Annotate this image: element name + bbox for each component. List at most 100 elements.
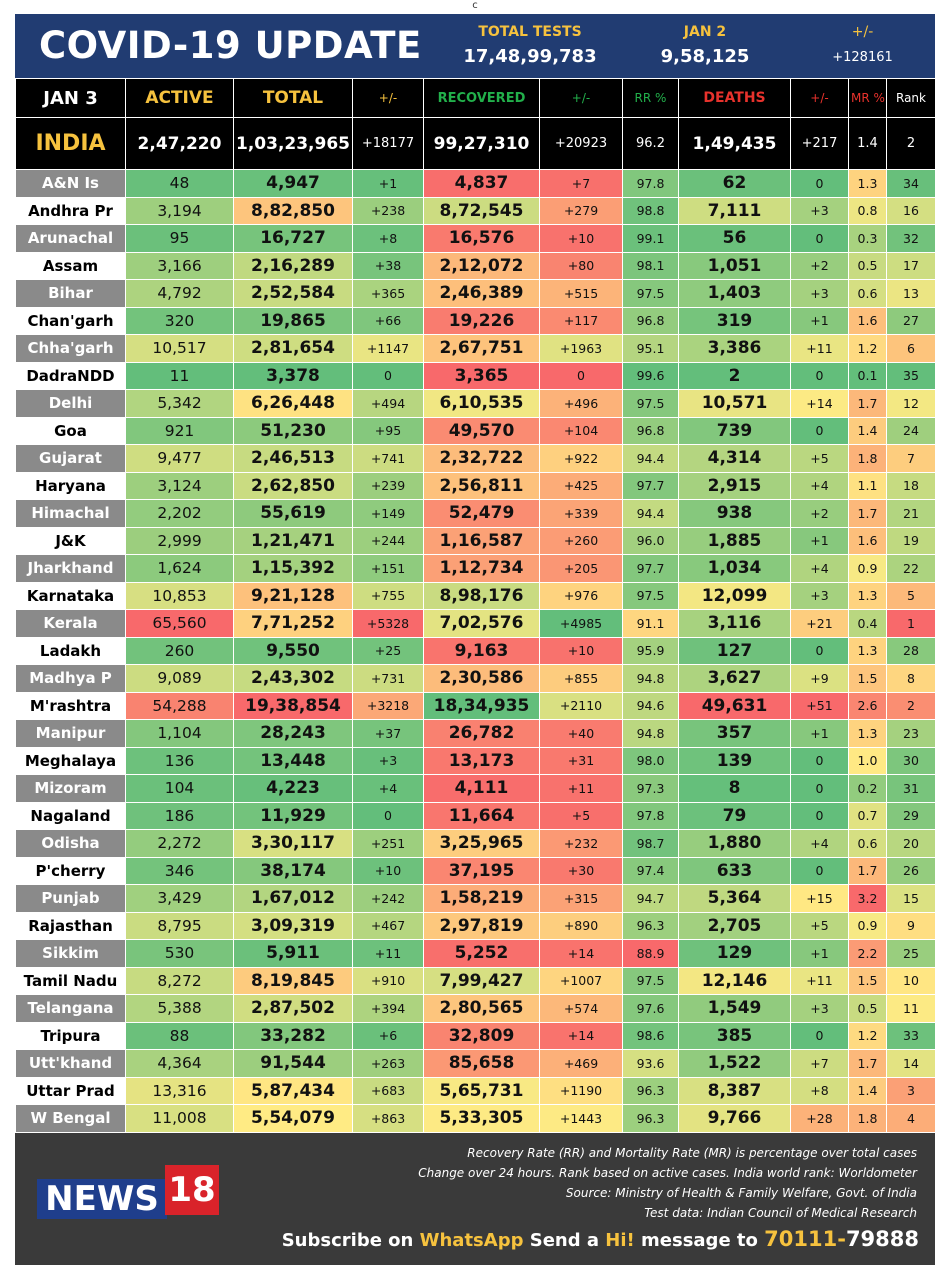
state-rr: 96.3 [622,1076,679,1105]
state-total-change: +8 [352,224,424,253]
state-recovered: 8,72,545 [423,196,540,225]
header-deaths: DEATHS [678,78,791,118]
state-recovered: 37,195 [423,856,540,885]
state-recovered-change: +14 [539,1021,623,1050]
state-row: Tamil Nadu 8,272 8,19,845 +910 7,99,427 +1007… [15,966,936,995]
state-total: 5,911 [233,939,353,968]
state-recovered: 4,837 [423,169,540,198]
state-active: 10,517 [125,334,234,363]
state-rr: 98.7 [622,829,679,858]
state-deaths-change: 0 [790,1021,849,1050]
state-recovered-change: +10 [539,224,623,253]
state-deaths: 139 [678,746,791,775]
state-total-change: +1147 [352,334,424,363]
logo-number: 18 [165,1165,219,1215]
state-rr: 98.6 [622,1021,679,1050]
state-recovered-change: +976 [539,581,623,610]
state-deaths: 357 [678,719,791,748]
state-recovered-change: +339 [539,499,623,528]
state-active: 320 [125,306,234,335]
state-mr: 0.2 [848,774,887,803]
state-recovered-change: +117 [539,306,623,335]
state-deaths-change: +8 [790,1076,849,1105]
state-rank: 10 [886,966,936,995]
state-deaths-change: +1 [790,306,849,335]
state-row: Mizoram 104 4,223 +4 4,111 +11 97.3 8 0 0.2 31 [15,774,936,803]
state-row: Delhi 5,342 6,26,448 +494 6,10,535 +496 97.5 10… [15,389,936,418]
state-deaths: 319 [678,306,791,335]
state-total: 8,19,845 [233,966,353,995]
state-rank: 2 [886,691,936,720]
state-total-change: +263 [352,1049,424,1078]
state-total: 16,727 [233,224,353,253]
state-mr: 0.9 [848,554,887,583]
state-rr: 99.1 [622,224,679,253]
state-rank: 16 [886,196,936,225]
state-rank: 24 [886,416,936,445]
state-active: 8,795 [125,911,234,940]
state-rank: 12 [886,389,936,418]
state-deaths: 12,099 [678,581,791,610]
state-row: Kerala 65,560 7,71,252 +5328 7,02,576 +4985 91… [15,609,936,638]
state-total-change: +683 [352,1076,424,1105]
state-row: Gujarat 9,477 2,46,513 +741 2,32,722 +922 94.4… [15,444,936,473]
state-deaths: 7,111 [678,196,791,225]
state-row: M'rashtra 54,288 19,38,854 +3218 18,34,935 +2… [15,691,936,720]
state-total-change: +731 [352,664,424,693]
subscribe-line: Subscribe on WhatsApp Send a Hi! message… [282,1227,919,1251]
state-total: 2,43,302 [233,664,353,693]
state-deaths-change: +9 [790,664,849,693]
state-rank: 4 [886,1104,936,1133]
state-deaths: 739 [678,416,791,445]
state-name: Utt'khand [15,1049,126,1078]
state-rr: 98.8 [622,196,679,225]
state-total: 2,16,289 [233,251,353,280]
state-recovered: 2,97,819 [423,911,540,940]
state-total-change: 0 [352,801,424,830]
whatsapp-text: WhatsApp [419,1230,524,1251]
state-deaths: 129 [678,939,791,968]
state-deaths: 3,386 [678,334,791,363]
state-deaths-change: +5 [790,444,849,473]
state-name: J&K [15,526,126,555]
state-row: Meghalaya 136 13,448 +3 13,173 +31 98.0 139 0 1.0… [15,746,936,775]
state-deaths: 938 [678,499,791,528]
state-row: Telangana 5,388 2,87,502 +394 2,80,565 +574 97… [15,994,936,1023]
state-name: DadraNDD [15,361,126,390]
state-recovered: 32,809 [423,1021,540,1050]
state-name: Sikkim [15,939,126,968]
state-recovered-change: +1190 [539,1076,623,1105]
state-deaths-change: +11 [790,966,849,995]
state-total: 9,21,128 [233,581,353,610]
state-deaths: 5,364 [678,884,791,913]
state-name: Himachal [15,499,126,528]
state-rank: 33 [886,1021,936,1050]
state-recovered-change: +7 [539,169,623,198]
state-rank: 13 [886,279,936,308]
state-mr: 1.7 [848,389,887,418]
state-mr: 0.9 [848,911,887,940]
state-rr: 96.8 [622,306,679,335]
state-row: Jharkhand 1,624 1,15,392 +151 1,12,734 +205 97… [15,554,936,583]
tests-change-label: +/- [851,24,874,40]
state-total-change: +3218 [352,691,424,720]
state-name: Goa [15,416,126,445]
state-deaths: 12,146 [678,966,791,995]
state-deaths-change: +1 [790,719,849,748]
india-deaths-change: +217 [790,117,849,170]
state-recovered: 16,576 [423,224,540,253]
state-row: Haryana 3,124 2,62,850 +239 2,56,811 +425 97.7… [15,471,936,500]
state-total: 9,550 [233,636,353,665]
total-tests-value: 17,48,99,783 [463,46,597,67]
state-row: J&K 2,999 1,21,471 +244 1,16,587 +260 96.0 1,88… [15,526,936,555]
state-recovered: 9,163 [423,636,540,665]
state-deaths-change: 0 [790,746,849,775]
state-rank: 11 [886,994,936,1023]
header-deaths-change: +/- [790,78,849,118]
state-total-change: +66 [352,306,424,335]
state-deaths: 1,051 [678,251,791,280]
state-deaths-change: +14 [790,389,849,418]
state-rank: 31 [886,774,936,803]
jan2-tests-value: 9,58,125 [660,46,750,67]
state-deaths: 127 [678,636,791,665]
